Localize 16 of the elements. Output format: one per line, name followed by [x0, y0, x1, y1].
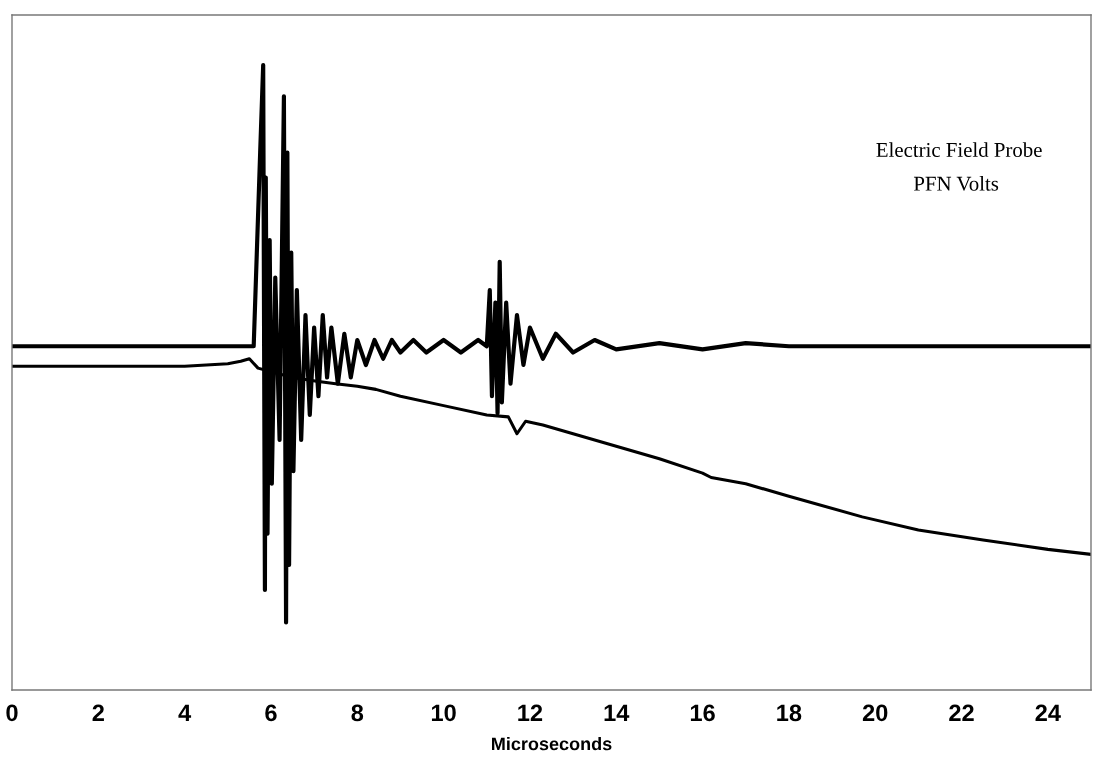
annotation: Electric Field Probe [876, 142, 1042, 157]
x-tick-label: 0 [6, 704, 18, 722]
annotation: PFN Volts [913, 176, 999, 191]
x-tick-label: 12 [518, 704, 543, 721]
x-tick-label: 18 [777, 704, 802, 722]
x-tick-label: 24 [1035, 704, 1061, 721]
x-tick-label: 2 [92, 704, 104, 721]
x-tick-label: 6 [265, 704, 277, 722]
x-tick-label: 20 [862, 704, 888, 722]
x-axis-title: Microseconds [492, 737, 612, 751]
x-tick-label: 4 [178, 704, 192, 721]
x-tick-label: 10 [431, 704, 456, 722]
x-tick-label: 22 [949, 704, 974, 721]
x-tick-label: 16 [690, 704, 715, 722]
x-tick-label: 8 [351, 704, 364, 722]
x-tick-label: 14 [604, 704, 630, 721]
